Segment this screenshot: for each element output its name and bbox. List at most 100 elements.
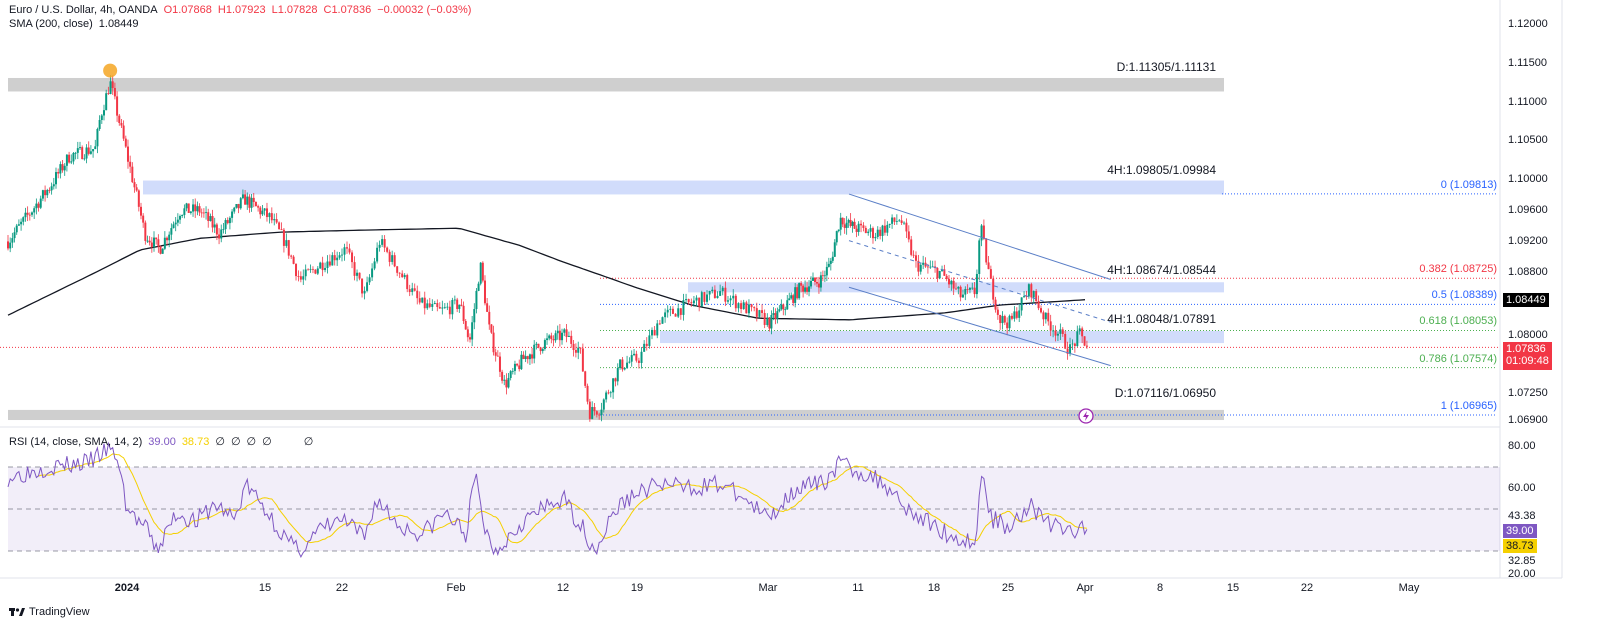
lightning-icon[interactable]: [1078, 408, 1094, 424]
candle-body: [421, 297, 424, 303]
candle-body: [1073, 343, 1076, 346]
price-axis-label: 1.07250: [1508, 386, 1548, 399]
candle-body: [37, 203, 40, 208]
candle-body: [403, 275, 406, 278]
candle-body: [398, 272, 401, 274]
candle-body: [531, 354, 534, 359]
candle-body: [874, 236, 877, 239]
candle-body: [70, 161, 73, 163]
candle-body: [637, 360, 640, 363]
candle-body: [168, 234, 171, 241]
candle-body: [278, 222, 281, 230]
candle-body: [724, 287, 727, 302]
candle-body: [945, 275, 948, 280]
candle-body: [978, 240, 981, 274]
candle-body: [535, 343, 538, 345]
candle-body: [788, 298, 791, 301]
candle-body: [982, 225, 985, 239]
candle-body: [695, 297, 698, 301]
candle-body: [438, 306, 441, 309]
fib-level-label: 1 (1.06965): [1440, 399, 1497, 412]
candle-body: [827, 263, 830, 267]
candle-body: [157, 239, 160, 247]
candle-body: [853, 221, 856, 229]
time-axis-label: May: [1398, 582, 1420, 594]
candle-body: [761, 310, 764, 313]
candle-body: [996, 309, 999, 315]
fib-level-label: 0.5 (1.08389): [1431, 289, 1497, 302]
candle-body: [570, 335, 573, 344]
candle-body: [89, 151, 92, 154]
candle-body: [567, 335, 570, 337]
tradingview-logo[interactable]: TradingView: [9, 606, 90, 618]
candle-body: [812, 277, 814, 281]
candle-body: [677, 308, 680, 317]
candle-body: [220, 229, 223, 239]
candle-body: [361, 278, 364, 294]
candle-body: [648, 335, 651, 346]
candle-body: [1081, 328, 1084, 337]
candle-body: [910, 239, 913, 255]
candle-body: [503, 379, 506, 381]
candle-body: [471, 322, 474, 340]
candle-body: [48, 189, 51, 191]
candle-body: [900, 220, 903, 224]
candle-body: [605, 392, 608, 400]
candle-body: [782, 304, 785, 310]
candle-body: [768, 317, 771, 329]
time-axis-label: 19: [630, 582, 644, 594]
candle-body: [711, 289, 714, 292]
rsi-axis-label: 60.00: [1508, 482, 1536, 494]
rsi-sma-tag: 38.73: [1503, 539, 1537, 553]
candle-body: [1015, 311, 1018, 318]
candle-body: [837, 229, 840, 232]
candle-body: [148, 240, 151, 243]
candle-body: [237, 204, 240, 209]
zone-4h: [143, 180, 1224, 195]
candle-body: [526, 356, 529, 360]
candle-body: [356, 272, 359, 276]
candle-body: [561, 332, 564, 341]
candle-body: [922, 262, 925, 265]
zone-daily: [8, 77, 1224, 92]
candle-body: [550, 335, 553, 340]
candle-body: [391, 255, 394, 262]
candle-body: [1006, 322, 1009, 329]
candle-body: [740, 303, 743, 310]
candle-body: [257, 206, 260, 208]
rsi-legend[interactable]: RSI (14, close, SMA, 14, 2) 39.00 38.73 ∅ ∅ ∅…: [9, 435, 319, 448]
candle-body: [511, 370, 514, 372]
rsi-axis-label: 80.00: [1508, 440, 1536, 452]
candle-body: [501, 371, 504, 381]
candle-body: [65, 154, 68, 166]
price-axis-label: 1.11500: [1508, 56, 1547, 69]
candle-body: [755, 308, 758, 317]
candle-body: [987, 262, 990, 270]
candle-body: [35, 203, 38, 209]
candle-body: [817, 283, 820, 288]
candle-body: [893, 217, 896, 222]
candle-body: [630, 355, 633, 362]
candle-body: [821, 275, 824, 277]
candle-body: [598, 414, 601, 416]
candle-body: [931, 266, 934, 268]
candle-body: [187, 203, 190, 213]
fib-level-label: 0.618 (1.08053): [1419, 315, 1497, 328]
price-axis-label: 1.09600: [1508, 204, 1548, 217]
candle-body: [129, 161, 132, 167]
candle-body: [200, 212, 203, 214]
candle-body: [20, 221, 23, 225]
candle-body: [63, 165, 66, 171]
candle-body: [774, 313, 777, 319]
candle-body: [513, 363, 516, 371]
candle-body: [810, 280, 813, 287]
candle-body: [742, 302, 745, 310]
candle-body: [30, 212, 33, 215]
candle-body: [522, 354, 525, 360]
candle-body: [635, 353, 638, 361]
candle-body: [100, 115, 103, 120]
sma-legend[interactable]: SMA (200, close) 1.08449: [9, 18, 145, 30]
candle-body: [509, 371, 512, 378]
candle-body: [855, 228, 858, 232]
